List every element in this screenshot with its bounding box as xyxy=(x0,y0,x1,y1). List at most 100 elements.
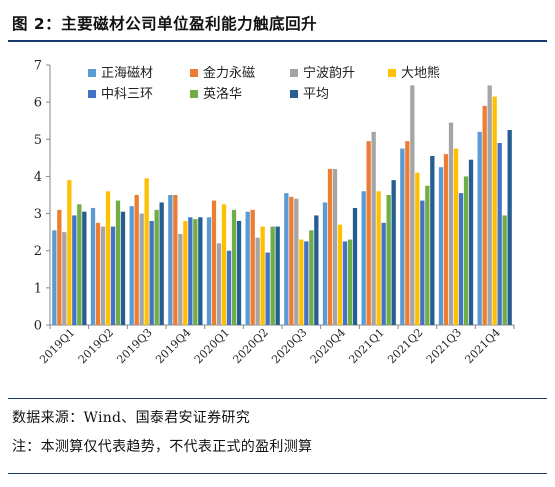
bar xyxy=(342,241,348,325)
bar xyxy=(386,195,391,325)
x-tick-label: 2020Q4 xyxy=(308,326,348,366)
bar xyxy=(352,208,358,325)
bar xyxy=(361,191,366,325)
bar xyxy=(438,167,444,325)
bar xyxy=(304,241,309,325)
bar xyxy=(72,215,77,325)
bar xyxy=(453,148,459,325)
bar xyxy=(487,85,492,326)
bar xyxy=(463,176,469,325)
y-tick-label: 5 xyxy=(34,133,42,148)
bar xyxy=(366,141,371,325)
legend-swatch xyxy=(88,69,96,77)
bar xyxy=(430,156,435,325)
bar xyxy=(62,232,67,325)
bar xyxy=(129,206,134,325)
bar xyxy=(337,224,343,325)
bar xyxy=(275,226,280,325)
bar xyxy=(236,221,242,325)
x-tick-label: 2021Q1 xyxy=(346,326,386,366)
bar xyxy=(507,130,512,325)
x-tick-label: 2020Q3 xyxy=(269,326,309,366)
bar xyxy=(332,169,338,325)
y-tick-label: 1 xyxy=(34,281,42,296)
bar xyxy=(270,226,275,325)
bar xyxy=(178,234,183,325)
bar xyxy=(231,209,237,325)
x-tick-label: 2019Q1 xyxy=(37,326,77,366)
legend-label: 大地熊 xyxy=(401,65,440,81)
legend-swatch xyxy=(290,69,298,77)
bar xyxy=(120,211,126,325)
bar xyxy=(193,219,198,325)
bar xyxy=(443,154,449,325)
bar xyxy=(82,211,87,325)
bar xyxy=(381,222,386,325)
bar xyxy=(294,198,299,325)
bar xyxy=(100,226,106,325)
bar xyxy=(322,202,328,325)
bar xyxy=(211,200,217,325)
y-tick-label: 7 xyxy=(34,59,42,74)
x-tick-label: 2021Q2 xyxy=(385,326,425,366)
x-tick-label: 2021Q3 xyxy=(424,326,464,366)
bar xyxy=(420,200,425,325)
bar xyxy=(245,211,250,325)
bar xyxy=(309,230,314,325)
legend-swatch xyxy=(190,69,198,77)
bar xyxy=(67,180,72,325)
bar xyxy=(405,141,410,325)
bar xyxy=(168,195,173,325)
bar xyxy=(425,185,430,325)
bar xyxy=(371,131,376,325)
bar xyxy=(265,252,270,325)
y-tick-label: 0 xyxy=(34,319,42,334)
bar xyxy=(347,239,353,325)
bar xyxy=(289,196,294,325)
bar xyxy=(57,209,62,325)
bar xyxy=(144,178,149,325)
x-tick-label: 2020Q2 xyxy=(230,326,270,366)
legend-swatch xyxy=(88,90,96,98)
bar xyxy=(198,217,203,325)
bar xyxy=(448,122,454,325)
bar xyxy=(221,204,227,325)
bar xyxy=(477,131,482,325)
source-text: 数据来源：Wind、国泰君安证券研究 xyxy=(12,410,250,426)
x-tick-label: 2019Q4 xyxy=(153,326,193,366)
bar xyxy=(502,215,507,325)
y-tick-label: 3 xyxy=(34,207,42,222)
bar xyxy=(284,193,289,325)
bar xyxy=(105,191,111,325)
legend-label: 宁波韵升 xyxy=(303,65,355,81)
bar xyxy=(255,237,260,325)
bar xyxy=(188,217,193,325)
legend-label: 金力永磁 xyxy=(203,65,255,81)
bar xyxy=(159,202,164,325)
bar xyxy=(391,180,396,325)
bar xyxy=(314,215,319,325)
x-tick-label: 2019Q2 xyxy=(76,326,116,366)
bar xyxy=(468,159,474,325)
legend-swatch xyxy=(388,69,396,77)
bar xyxy=(410,85,415,326)
bar xyxy=(415,172,420,325)
bar xyxy=(376,191,381,325)
bar-chart: 012345672019Q12019Q22019Q32019Q42020Q120… xyxy=(34,59,515,366)
note-line: 注：本测算仅代表趋势，不代表正式的盈利测算 xyxy=(8,436,547,456)
x-tick-label: 2020Q1 xyxy=(192,326,232,366)
bar xyxy=(95,222,101,325)
bar xyxy=(400,148,405,325)
legend-label: 中科三环 xyxy=(101,87,153,102)
legend-swatch xyxy=(290,90,298,98)
bar xyxy=(482,105,487,325)
bar xyxy=(458,193,464,325)
bar xyxy=(327,169,333,325)
figure-title: 图 2：主要磁材公司单位盈利能力触底回升 xyxy=(12,15,318,33)
bar xyxy=(206,217,212,325)
bar xyxy=(250,209,255,325)
bar xyxy=(90,208,96,325)
bar xyxy=(173,195,178,325)
bar xyxy=(216,243,222,325)
bar xyxy=(149,221,154,325)
